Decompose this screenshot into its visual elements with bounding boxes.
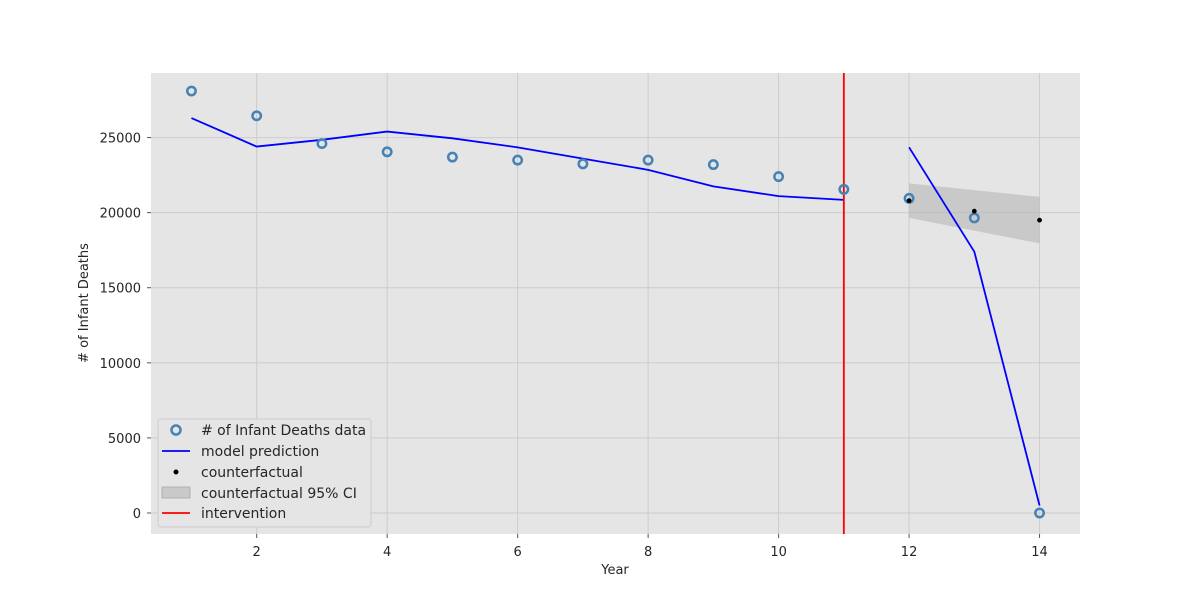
- data-point: [577, 158, 589, 170]
- y-tick-label: 15000: [100, 282, 141, 297]
- data-point: [185, 85, 197, 97]
- data-point: [316, 138, 328, 150]
- model-prediction-line: [191, 117, 844, 201]
- legend-label-counterfactual: counterfactual: [201, 465, 303, 481]
- y-tick-label: 20000: [100, 207, 141, 222]
- x-tick-label: 14: [1031, 545, 1048, 560]
- data-point: [838, 183, 850, 195]
- legend: # of Infant Deaths data model prediction…: [157, 418, 372, 528]
- counterfactual-point: [906, 198, 912, 204]
- data-point: [381, 146, 393, 158]
- x-axis-ticks: 2 4 6 8 10 12 14: [253, 534, 1048, 560]
- legend-ci-swatch: [161, 486, 191, 499]
- y-tick-label: 25000: [100, 132, 141, 147]
- x-tick-label: 12: [901, 545, 918, 560]
- y-tick-label: 10000: [100, 357, 141, 372]
- x-tick-label: 8: [644, 545, 652, 560]
- y-axis-label: # of Infant Deaths: [77, 243, 92, 363]
- data-point: [968, 212, 980, 224]
- data-point: [642, 154, 654, 166]
- x-tick-label: 10: [770, 545, 787, 560]
- legend-label-model: model prediction: [201, 444, 319, 460]
- legend-label-intervention: intervention: [201, 506, 286, 522]
- legend-counterfactual-marker: [173, 469, 179, 475]
- counterfactual-group: [906, 198, 1042, 223]
- legend-box: [157, 418, 372, 528]
- data-point: [512, 154, 524, 166]
- counterfactual-point: [1037, 217, 1042, 223]
- y-axis-ticks: 0 5000 10000 15000 20000 25000: [100, 132, 151, 522]
- y-tick-label: 5000: [108, 432, 141, 447]
- model-prediction-group: [191, 117, 1041, 506]
- data-point: [773, 171, 785, 183]
- y-tick-label: 0: [133, 507, 141, 522]
- counterfactual-point: [971, 208, 977, 214]
- x-axis-label: Year: [600, 563, 629, 578]
- data-points-group: [185, 85, 1046, 519]
- x-tick-label: 6: [514, 545, 522, 560]
- data-point: [1034, 507, 1046, 519]
- data-point: [251, 110, 263, 122]
- legend-data-marker: [170, 424, 182, 436]
- x-tick-label: 2: [253, 545, 261, 560]
- data-point: [446, 151, 458, 163]
- x-tick-label: 4: [383, 545, 391, 560]
- legend-label-data: # of Infant Deaths data: [201, 423, 366, 439]
- model-prediction-line: [908, 146, 1041, 506]
- legend-label-ci: counterfactual 95% CI: [201, 486, 357, 502]
- data-point: [707, 159, 719, 171]
